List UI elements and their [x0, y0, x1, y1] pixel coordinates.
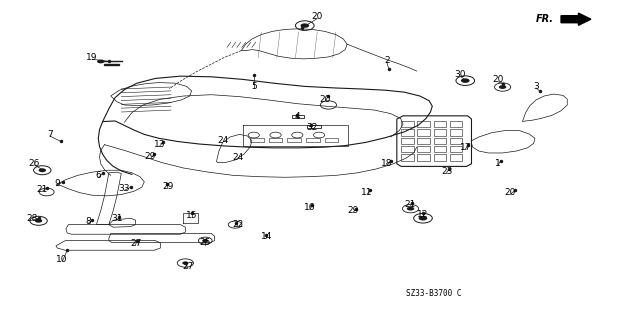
Text: 15: 15 [186, 211, 197, 220]
Text: 22: 22 [232, 220, 243, 229]
Text: 16: 16 [304, 203, 315, 212]
Circle shape [461, 78, 470, 83]
Text: 1: 1 [494, 159, 501, 168]
Bar [417, 146, 430, 152]
Text: 23: 23 [441, 167, 452, 176]
Bar [434, 138, 446, 144]
Bar [417, 129, 430, 136]
Text: 29: 29 [348, 206, 359, 215]
Text: 24: 24 [232, 153, 243, 162]
Circle shape [39, 168, 46, 172]
Circle shape [35, 219, 42, 223]
Bar [401, 129, 414, 136]
Bar [401, 121, 414, 127]
Text: 19: 19 [86, 53, 98, 62]
FancyArrow shape [561, 13, 591, 25]
Text: 29: 29 [162, 182, 174, 191]
Text: 10: 10 [57, 255, 68, 264]
Text: 6: 6 [95, 172, 101, 180]
Bar [325, 138, 338, 142]
Text: 20: 20 [320, 95, 331, 104]
Text: 8: 8 [85, 217, 91, 226]
Bar [417, 121, 430, 127]
Bar [250, 138, 264, 142]
Text: 3: 3 [533, 82, 539, 91]
Text: 25: 25 [200, 238, 211, 247]
Text: 21: 21 [405, 200, 416, 209]
Bar [401, 138, 414, 144]
Bar [401, 154, 414, 161]
Text: 27: 27 [182, 262, 193, 271]
Bar [450, 138, 462, 144]
Bar [434, 146, 446, 152]
Text: 27: 27 [130, 239, 141, 248]
Text: 7: 7 [47, 130, 53, 139]
Text: 33: 33 [119, 184, 130, 193]
Bar [401, 146, 414, 152]
Bar [417, 138, 430, 144]
Text: 2: 2 [384, 56, 390, 65]
Text: 14: 14 [261, 232, 272, 241]
Circle shape [182, 261, 188, 265]
Bar [450, 146, 462, 152]
Text: 5: 5 [251, 82, 257, 91]
Bar [269, 138, 282, 142]
Text: 24: 24 [217, 136, 228, 145]
Text: 4: 4 [294, 112, 300, 121]
Text: 30: 30 [455, 70, 466, 79]
Text: 13: 13 [154, 140, 165, 149]
Bar [287, 138, 301, 142]
Text: 28: 28 [27, 214, 38, 223]
Text: 12: 12 [417, 210, 429, 219]
Text: FR.: FR. [536, 14, 554, 24]
Bar [450, 154, 462, 161]
Text: 18: 18 [381, 159, 392, 168]
Bar [434, 129, 446, 136]
Bar [434, 121, 446, 127]
Text: 20: 20 [492, 76, 503, 84]
Bar [417, 154, 430, 161]
Text: 32: 32 [307, 124, 318, 132]
Text: 31: 31 [111, 214, 123, 223]
Circle shape [407, 207, 414, 211]
Bar [450, 129, 462, 136]
Text: 26: 26 [29, 159, 40, 168]
Text: 9: 9 [54, 179, 60, 188]
Circle shape [97, 60, 104, 63]
Bar [434, 154, 446, 161]
Circle shape [499, 85, 506, 89]
Text: 20: 20 [312, 12, 323, 21]
Circle shape [202, 239, 208, 242]
Text: 11: 11 [361, 188, 373, 197]
Text: 21: 21 [37, 185, 48, 194]
Text: 29: 29 [145, 152, 156, 161]
Circle shape [419, 216, 427, 220]
Bar [306, 138, 320, 142]
Text: 20: 20 [504, 188, 516, 197]
Circle shape [300, 23, 309, 28]
Text: SZ33-B3700 C: SZ33-B3700 C [406, 289, 462, 298]
Text: 17: 17 [460, 143, 471, 152]
Polygon shape [104, 64, 119, 65]
Bar [450, 121, 462, 127]
